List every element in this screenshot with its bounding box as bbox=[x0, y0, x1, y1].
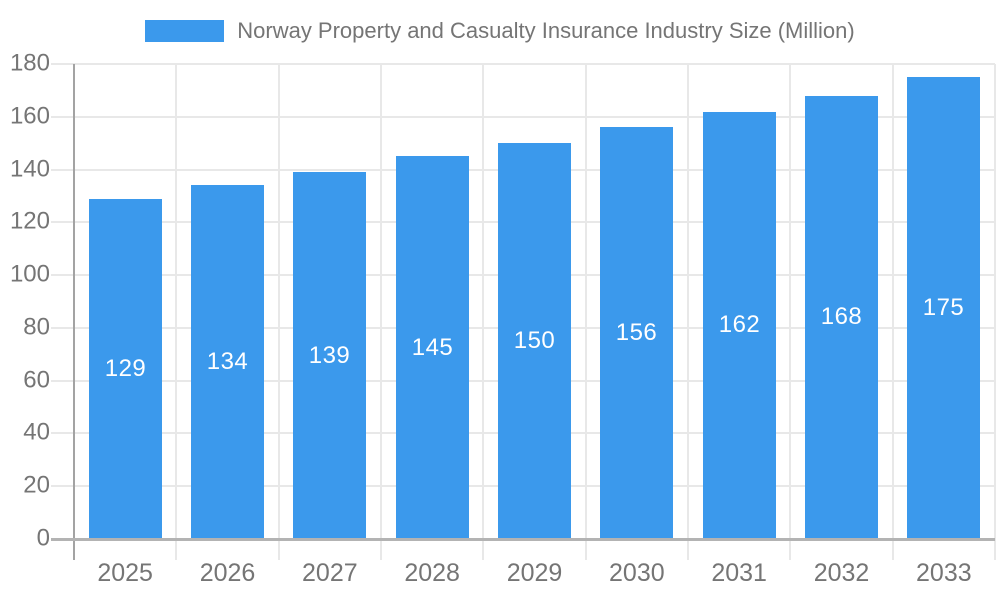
x-axis-tick-label: 2027 bbox=[302, 559, 358, 587]
bar-value-label: 145 bbox=[411, 333, 454, 361]
bar-value-label: 162 bbox=[718, 311, 761, 339]
bar[interactable]: 168 bbox=[805, 95, 878, 539]
x-gridline bbox=[687, 64, 689, 560]
bar[interactable]: 134 bbox=[191, 185, 264, 539]
x-gridline bbox=[994, 64, 996, 560]
bar-value-label: 139 bbox=[308, 341, 351, 369]
x-gridline bbox=[584, 64, 587, 560]
y-axis-tick-label: 140 bbox=[9, 154, 50, 182]
y-axis-tick-label: 20 bbox=[23, 471, 50, 499]
bar-value-label: 156 bbox=[615, 319, 658, 347]
legend-label: Norway Property and Casualty Insurance I… bbox=[237, 18, 855, 43]
y-axis-tick-label: 80 bbox=[23, 313, 50, 341]
bar-value-label: 134 bbox=[206, 348, 249, 376]
bar-value-label: 150 bbox=[513, 327, 556, 355]
x-axis-tick-label: 2025 bbox=[97, 559, 153, 587]
y-axis-tick-label: 0 bbox=[36, 524, 50, 552]
y-gridline bbox=[51, 63, 995, 65]
bar[interactable]: 162 bbox=[703, 111, 776, 539]
y-axis-tick-label: 60 bbox=[23, 366, 50, 394]
bar[interactable]: 129 bbox=[89, 198, 162, 539]
y-axis-tick-label: 100 bbox=[9, 260, 50, 288]
bar[interactable]: 145 bbox=[396, 156, 469, 539]
x-axis-tick-label: 2031 bbox=[711, 559, 767, 587]
bar[interactable]: 175 bbox=[907, 77, 980, 539]
x-axis-tick-label: 2032 bbox=[813, 559, 870, 587]
x-gridline bbox=[789, 64, 792, 560]
x-gridline bbox=[891, 64, 894, 560]
y-axis-tick-label: 40 bbox=[23, 418, 50, 446]
legend[interactable]: Norway Property and Casualty Insurance I… bbox=[0, 18, 1000, 44]
x-axis-tick-label: 2026 bbox=[199, 559, 256, 587]
bar[interactable]: 139 bbox=[293, 172, 366, 539]
bar-value-label: 129 bbox=[104, 354, 147, 382]
x-axis-tick-label: 2028 bbox=[404, 559, 460, 587]
bar[interactable]: 150 bbox=[498, 143, 571, 539]
bar-value-label: 175 bbox=[922, 294, 965, 322]
x-axis-tick-label: 2029 bbox=[506, 559, 563, 587]
x-axis-baseline bbox=[51, 538, 995, 541]
bar[interactable]: 156 bbox=[600, 127, 673, 539]
x-gridline bbox=[277, 64, 280, 560]
x-axis-tick-label: 2033 bbox=[916, 559, 972, 587]
legend-swatch-icon bbox=[145, 20, 225, 42]
x-gridline bbox=[380, 64, 382, 560]
y-axis-line bbox=[73, 64, 75, 560]
y-gridline bbox=[51, 115, 995, 118]
x-axis-tick-label: 2030 bbox=[609, 559, 665, 587]
y-axis-tick-label: 180 bbox=[9, 49, 50, 77]
x-gridline bbox=[175, 64, 178, 560]
x-gridline bbox=[482, 64, 485, 560]
y-axis-tick-label: 120 bbox=[9, 207, 50, 235]
bar-value-label: 168 bbox=[820, 303, 863, 331]
y-axis-tick-label: 160 bbox=[9, 102, 50, 130]
